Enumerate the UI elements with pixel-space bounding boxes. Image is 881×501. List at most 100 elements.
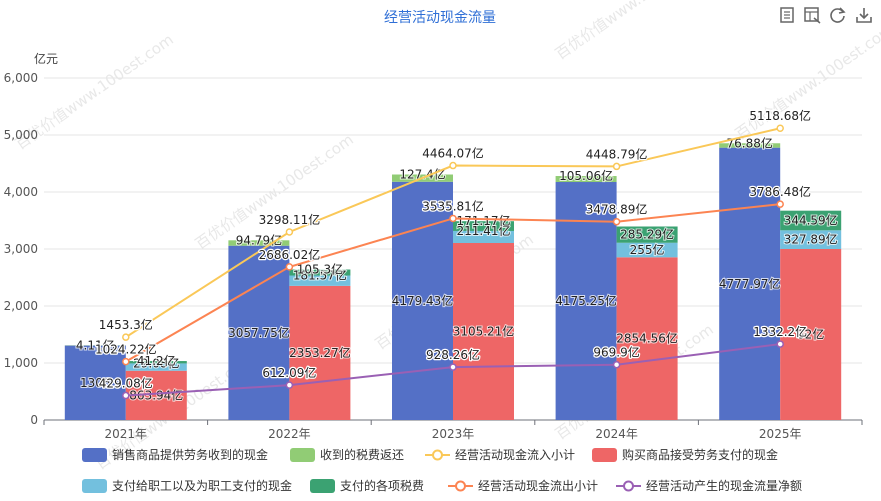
legend-item[interactable]: 购买商品接受劳务支付的现金 — [592, 447, 778, 462]
bar-outflow-2[interactable] — [125, 361, 187, 364]
bar-data-label: 863.94亿 — [129, 387, 183, 402]
line-point[interactable] — [612, 162, 621, 171]
chart-title: 经营活动现金流量 — [384, 10, 496, 26]
x-tick-label: 2025年 — [759, 427, 802, 441]
y-tick-label: 6,000 — [4, 71, 38, 85]
line-data-label: 928.26亿 — [426, 347, 480, 362]
bar-outflow-1[interactable] — [780, 230, 842, 249]
legend-swatch — [290, 448, 315, 462]
bar-inflow-0[interactable] — [228, 245, 290, 420]
line-data-label: 2686.02亿 — [259, 247, 321, 262]
bar-outflow-0[interactable] — [780, 249, 842, 420]
bar-outflow-2[interactable] — [616, 226, 678, 243]
line-point[interactable] — [122, 391, 130, 400]
bar-outflow-0[interactable] — [616, 257, 678, 420]
legend-item[interactable]: 支付给职工以及为职工支付的现金 — [82, 478, 292, 493]
bar-data-label: 3105.21亿 — [453, 324, 515, 339]
legend-label: 购买商品接受劳务支付的现金 — [622, 447, 778, 462]
download-icon[interactable] — [856, 8, 872, 23]
bar-inflow-1[interactable] — [228, 240, 290, 246]
line-data-label: 1453.3亿 — [99, 317, 153, 332]
bar-outflow-1[interactable] — [616, 242, 678, 258]
watermark-text: 百优价值www.100est.com — [732, 20, 881, 143]
legend-item[interactable]: 经营活动产生的现金流量净额 — [616, 478, 802, 493]
legend-item[interactable]: 支付的各项税费 — [310, 478, 424, 493]
bar-labels: 1306 4.11亿 3057.75亿 94.79亿 4179.43亿 127.4亿 417… — [75, 134, 839, 403]
line-point[interactable] — [776, 340, 784, 348]
bar-data-label: 4179.43亿 — [392, 293, 454, 308]
legend-label: 经营活动产生的现金流量净额 — [646, 478, 802, 493]
bar-data-label: 105.3亿 — [297, 262, 343, 277]
legend-swatch — [82, 448, 107, 462]
line-data-label: 969.9亿 — [593, 345, 639, 360]
line-point[interactable] — [122, 333, 130, 341]
bar-data-label: 211.41亿 — [457, 223, 511, 238]
bar-outflow-1[interactable] — [125, 363, 187, 371]
legend-label: 收到的税费返还 — [320, 447, 404, 462]
bar-outflow-2[interactable] — [780, 210, 842, 231]
line-data-label: 3298.11亿 — [259, 212, 321, 227]
bar-outflow-2[interactable] — [453, 221, 514, 231]
data-view-icon[interactable] — [780, 7, 794, 23]
line-point[interactable] — [449, 214, 457, 223]
bar-data-label: 327.89亿 — [784, 232, 838, 247]
bar-data-label: 127.4亿 — [399, 167, 445, 182]
bar-data-label: 4.11亿 — [76, 337, 115, 352]
bar-data-label: 2854.56亿 — [616, 331, 678, 346]
bar-data-label: 76.88亿 — [727, 135, 773, 150]
x-tick-label: 2023年 — [432, 427, 475, 441]
x-tick-label: 2024年 — [595, 427, 638, 441]
legend-label: 支付给职工以及为职工支付的现金 — [112, 478, 292, 493]
legend-label: 支付的各项税费 — [340, 478, 424, 493]
legend-swatch — [310, 479, 335, 493]
y-axis-unit: 亿元 — [34, 51, 58, 66]
y-tick-label: 5,000 — [4, 128, 38, 142]
y-axis: 0 1,000 2,000 3,000 4,000 5,000 6,000 — [4, 71, 38, 427]
line-point[interactable] — [285, 228, 294, 236]
line-point[interactable] — [776, 200, 784, 208]
legend-label: 经营活动现金流出小计 — [478, 478, 598, 493]
bar-data-label: 94.79亿 — [236, 232, 282, 247]
bar-data-label: 255亿 — [630, 242, 665, 257]
line-point[interactable] — [612, 360, 621, 369]
legend-swatch — [82, 479, 107, 493]
legend-item[interactable]: 收到的税费返还 — [290, 447, 404, 462]
table-icon[interactable] — [804, 7, 821, 24]
legend-marker — [455, 480, 466, 492]
line-point[interactable] — [449, 363, 457, 371]
y-tick-label: 1,000 — [4, 356, 38, 370]
legend-item[interactable]: 经营活动现金流入小计 — [425, 447, 575, 462]
line-point[interactable] — [612, 217, 621, 226]
line-data-label: 1024.22亿 — [95, 342, 157, 357]
bar-outflow-2[interactable] — [289, 269, 351, 276]
line-point[interactable] — [122, 357, 130, 366]
bar-outflow-1[interactable] — [289, 275, 351, 286]
y-tick-label: 2,000 — [4, 299, 38, 313]
bar-inflow-1[interactable] — [719, 143, 781, 148]
line-point[interactable] — [285, 381, 294, 389]
line-data-label: 4448.79亿 — [586, 146, 648, 161]
bar-outflow-1[interactable] — [453, 230, 514, 244]
bar-data-label: 285.29亿 — [620, 227, 674, 242]
y-tick-label: 0 — [30, 413, 38, 427]
legend-item[interactable]: 销售商品提供劳务收到的现金 — [82, 447, 268, 462]
bar-inflow-0[interactable] — [719, 147, 781, 421]
bar-inflow-0[interactable] — [64, 345, 126, 420]
bar-inflow-1[interactable] — [555, 176, 617, 183]
bar-data-label: 4175.25亿 — [555, 293, 617, 308]
x-tick-label: 2022年 — [268, 427, 311, 441]
legend-label: 经营活动现金流入小计 — [455, 447, 575, 462]
legend-swatch — [592, 448, 617, 462]
bar-data-label: 344.59亿 — [784, 212, 838, 227]
line-point[interactable] — [285, 263, 294, 271]
bar-data-label: 171.17亿 — [457, 213, 511, 228]
line-point[interactable] — [449, 161, 457, 170]
bar-data-label: 3057.75亿 — [228, 325, 290, 340]
line-point[interactable] — [776, 124, 784, 132]
bar-outflow-0[interactable] — [289, 285, 351, 420]
refresh-icon[interactable] — [830, 7, 846, 23]
legend-item[interactable]: 经营活动现金流出小计 — [448, 478, 598, 493]
bar-data-label: 2353.27亿 — [289, 345, 351, 360]
bar-outflow-0[interactable] — [453, 243, 514, 420]
